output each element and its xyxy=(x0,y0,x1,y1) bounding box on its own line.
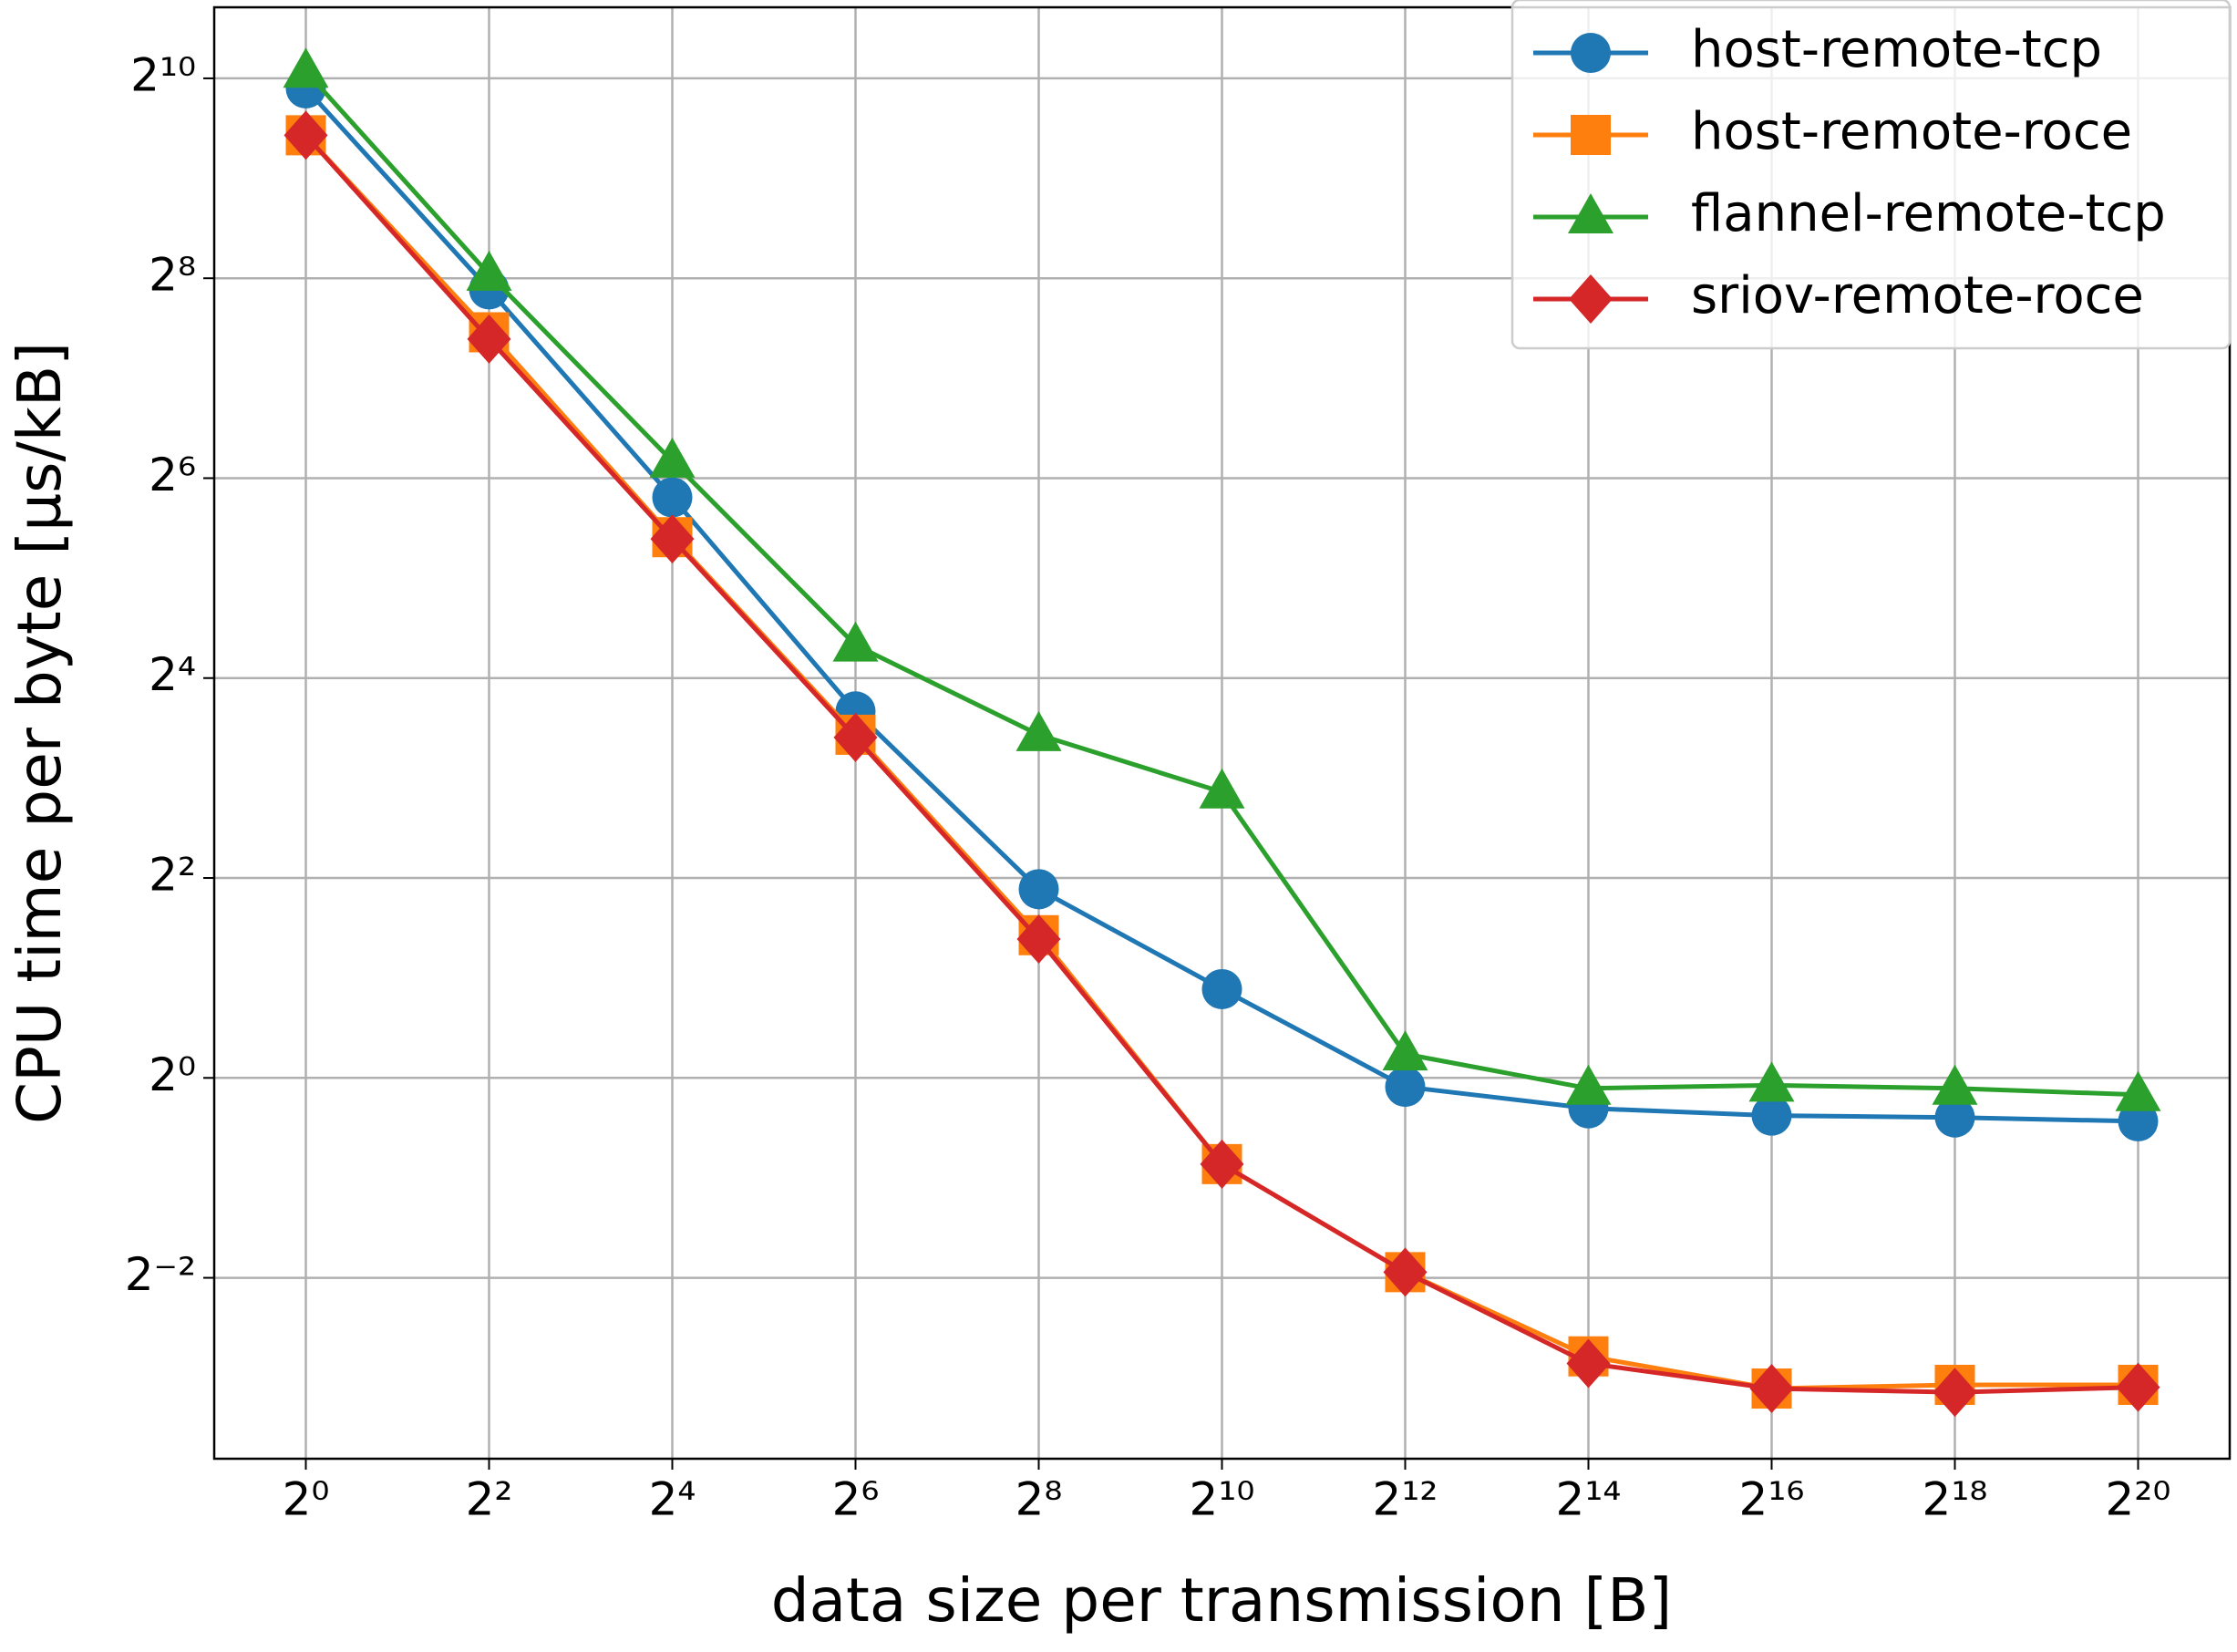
x-tick-label: 2¹⁴ xyxy=(1556,1473,1622,1526)
x-tick-label: 2⁴ xyxy=(649,1473,696,1526)
marker xyxy=(1932,1064,1978,1105)
marker xyxy=(1565,1064,1612,1105)
marker xyxy=(1748,1061,1795,1102)
y-tick-label: 2² xyxy=(149,849,196,902)
marker xyxy=(466,250,512,291)
x-tick-label: 2¹⁸ xyxy=(1923,1473,1988,1526)
marker xyxy=(1749,1364,1794,1414)
x-tick-label: 2⁶ xyxy=(832,1473,880,1526)
marker xyxy=(652,477,693,518)
marker xyxy=(1018,869,1059,910)
legend-marker xyxy=(1568,193,1613,233)
marker xyxy=(1385,1067,1426,1108)
marker xyxy=(1383,1247,1428,1297)
marker xyxy=(650,514,695,564)
marker xyxy=(283,110,328,160)
x-tick-label: 2⁸ xyxy=(1015,1473,1063,1526)
marker xyxy=(832,621,879,662)
y-axis-label: CPU time per byte [µs/kB] xyxy=(5,342,75,1124)
marker xyxy=(1200,1139,1244,1189)
marker xyxy=(1199,768,1245,809)
x-tick-label: 2²⁰ xyxy=(2106,1473,2171,1526)
legend-marker xyxy=(1571,33,1611,73)
marker xyxy=(1015,710,1062,751)
y-tick-label: 2⁶ xyxy=(149,449,196,501)
x-tick-label: 2⁰ xyxy=(283,1473,330,1526)
marker xyxy=(1016,914,1061,964)
plot-frame xyxy=(212,5,2232,1461)
marker xyxy=(1566,1338,1611,1389)
y-tick-label: 2⁸ xyxy=(149,249,196,302)
legend-label: host-remote-tcp xyxy=(1691,20,2102,79)
y-tick-label: 2¹⁰ xyxy=(130,48,196,101)
legend-label: sriov-remote-roce xyxy=(1691,266,2144,325)
marker xyxy=(1751,1095,1792,1136)
x-tick-label: 2¹⁰ xyxy=(1190,1473,1255,1526)
legend-label: host-remote-roce xyxy=(1691,102,2132,161)
legend-marker xyxy=(1571,115,1611,155)
y-tick-label: 2⁴ xyxy=(149,648,196,701)
marker xyxy=(1382,1030,1428,1071)
y-tick-label: 2⁰ xyxy=(149,1048,196,1101)
x-tick-label: 2¹² xyxy=(1373,1473,1438,1526)
marker xyxy=(2116,1362,2160,1412)
x-tick-label: 2¹⁶ xyxy=(1739,1473,1805,1526)
y-tick-label: 2⁻² xyxy=(125,1248,196,1301)
legend-marker xyxy=(1569,274,1613,324)
marker xyxy=(467,314,511,364)
marker xyxy=(1934,1097,1975,1138)
legend-label: flannel-remote-tcp xyxy=(1691,184,2166,243)
marker xyxy=(833,712,878,762)
marker xyxy=(2115,1070,2161,1111)
legend-box xyxy=(1510,0,2232,350)
x-axis-label: data size per transmission [B] xyxy=(771,1565,1673,1636)
marker xyxy=(283,47,329,88)
x-tick-label: 2² xyxy=(466,1473,513,1526)
marker xyxy=(1201,968,1242,1009)
marker xyxy=(2118,1100,2159,1141)
marker xyxy=(1933,1368,1977,1418)
marker xyxy=(649,437,696,478)
